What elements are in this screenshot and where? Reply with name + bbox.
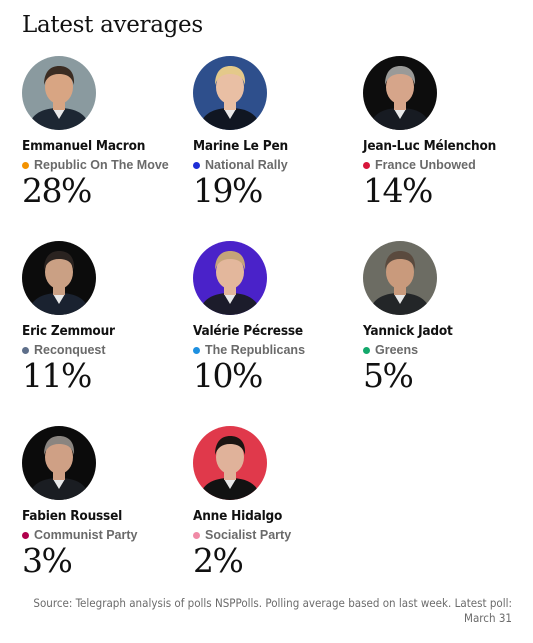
candidate-name: Yannick Jadot [363, 323, 453, 339]
candidate-card-anne-hidalgo: Anne Hidalgo Socialist Party 2% [193, 426, 358, 596]
party-row: The Republicans [193, 343, 358, 357]
candidate-name: Fabien Roussel [22, 508, 123, 524]
party-label: Socialist Party [205, 528, 292, 542]
party-row: National Rally [193, 158, 358, 172]
candidate-card-eric-zemmour: Eric Zemmour Reconquest 11% [22, 241, 187, 411]
candidate-photo-graphic [22, 241, 96, 315]
party-label: The Republicans [205, 343, 306, 357]
candidate-grid: Emmanuel Macron Republic On The Move 28% Ma… [22, 56, 522, 581]
candidate-photo-graphic [22, 426, 96, 500]
candidate-name: Valérie Pécresse [193, 323, 303, 339]
candidate-photo-graphic [193, 241, 267, 315]
poll-average-value: 5% [363, 356, 414, 395]
party-label: France Unbowed [375, 158, 476, 172]
candidate-card-emmanuel-macron: Emmanuel Macron Republic On The Move 28% [22, 56, 187, 226]
candidate-name: Emmanuel Macron [22, 138, 146, 154]
candidate-card-marine-le-pen: Marine Le Pen National Rally 19% [193, 56, 358, 226]
candidate-photo-marine-le-pen [193, 56, 267, 130]
party-color-dot [193, 161, 200, 169]
poll-average-value: 3% [22, 541, 73, 580]
party-color-dot [22, 161, 29, 169]
chart-title: Latest averages [22, 12, 203, 38]
poll-average-value: 14% [363, 171, 433, 210]
candidate-photo-graphic [193, 426, 267, 500]
candidate-name: Marine Le Pen [193, 138, 288, 154]
party-color-dot [22, 531, 29, 539]
candidate-card-jean-luc-melenchon: Jean-Luc Mélenchon France Unbowed 14% [363, 56, 528, 226]
party-row: Socialist Party [193, 528, 358, 542]
candidate-photo-eric-zemmour [22, 241, 96, 315]
candidate-card-valerie-pecresse: Valérie Pécresse The Republicans 10% [193, 241, 358, 411]
party-color-dot [22, 346, 29, 354]
poll-average-value: 2% [193, 541, 244, 580]
candidate-photo-fabien-roussel [22, 426, 96, 500]
poll-average-value: 11% [22, 356, 92, 395]
party-color-dot [193, 531, 200, 539]
party-row: Communist Party [22, 528, 187, 542]
candidate-photo-jean-luc-melenchon [363, 56, 437, 130]
candidate-photo-valerie-pecresse [193, 241, 267, 315]
party-row: France Unbowed [363, 158, 528, 172]
candidate-photo-anne-hidalgo [193, 426, 267, 500]
party-row: Republic On The Move [22, 158, 187, 172]
party-color-dot [193, 346, 200, 354]
candidate-name: Jean-Luc Mélenchon [363, 138, 497, 154]
source-note: Source: Telegraph analysis of polls NSPP… [33, 596, 512, 625]
party-label: Reconquest [34, 343, 106, 357]
party-label: Republic On The Move [34, 158, 169, 172]
poll-average-value: 19% [193, 171, 263, 210]
candidate-photo-emmanuel-macron [22, 56, 96, 130]
candidate-photo-graphic [22, 56, 96, 130]
party-color-dot [363, 161, 370, 169]
party-label: Communist Party [34, 528, 138, 542]
candidate-name: Anne Hidalgo [193, 508, 283, 524]
candidate-photo-graphic [363, 241, 437, 315]
party-row: Reconquest [22, 343, 187, 357]
party-label: Greens [375, 343, 419, 357]
poll-average-value: 28% [22, 171, 92, 210]
poll-average-value: 10% [193, 356, 263, 395]
candidate-card-yannick-jadot: Yannick Jadot Greens 5% [363, 241, 528, 411]
candidate-photo-yannick-jadot [363, 241, 437, 315]
candidate-card-fabien-roussel: Fabien Roussel Communist Party 3% [22, 426, 187, 596]
candidate-photo-graphic [363, 56, 437, 130]
candidate-photo-graphic [193, 56, 267, 130]
party-color-dot [363, 346, 370, 354]
party-label: National Rally [205, 158, 288, 172]
candidate-name: Eric Zemmour [22, 323, 115, 339]
party-row: Greens [363, 343, 528, 357]
